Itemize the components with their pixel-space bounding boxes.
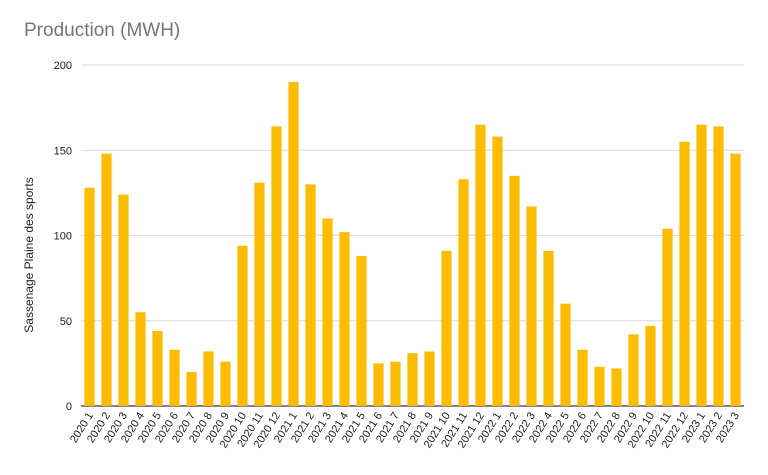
bar — [271, 126, 282, 406]
bar — [203, 351, 214, 406]
y-tick-label: 100 — [54, 231, 72, 243]
chart-title: Production (MWH) — [24, 20, 181, 41]
bar — [220, 361, 231, 406]
bar — [509, 175, 520, 406]
bar — [560, 303, 571, 406]
bar — [339, 232, 350, 406]
bar — [526, 206, 537, 406]
bar — [662, 228, 673, 406]
bar — [407, 353, 418, 406]
bar — [373, 363, 384, 406]
y-tick-label: 50 — [60, 316, 72, 328]
bar — [254, 182, 265, 406]
bar — [118, 194, 129, 406]
bar — [186, 371, 197, 406]
bar — [135, 312, 146, 406]
bar — [577, 349, 588, 406]
bar — [322, 218, 333, 406]
y-tick-label: 150 — [54, 145, 72, 157]
bar — [645, 325, 656, 406]
bar — [152, 330, 163, 406]
bar — [288, 82, 299, 407]
bars — [84, 82, 741, 407]
bar — [679, 141, 690, 406]
bar — [169, 349, 180, 406]
bar — [611, 368, 622, 406]
bar — [101, 153, 112, 406]
y-axis-label: Sassenage Plaine des sports — [22, 177, 36, 332]
y-tick-label: 200 — [54, 60, 72, 72]
bar — [458, 179, 469, 406]
bar — [628, 334, 639, 406]
bar — [305, 184, 316, 406]
bar — [696, 124, 707, 407]
y-axis-ticks: 0 50 100 150 200 — [54, 60, 72, 413]
bar — [713, 126, 724, 406]
bar — [730, 153, 741, 406]
bar — [475, 124, 486, 407]
bar — [594, 366, 605, 406]
y-tick-label: 0 — [66, 401, 72, 413]
bar — [237, 245, 248, 406]
bar — [356, 255, 367, 406]
bar — [543, 250, 554, 406]
bar — [84, 187, 95, 406]
bar — [390, 361, 401, 406]
bar — [424, 351, 435, 406]
bar — [441, 250, 452, 406]
bar — [492, 136, 503, 407]
